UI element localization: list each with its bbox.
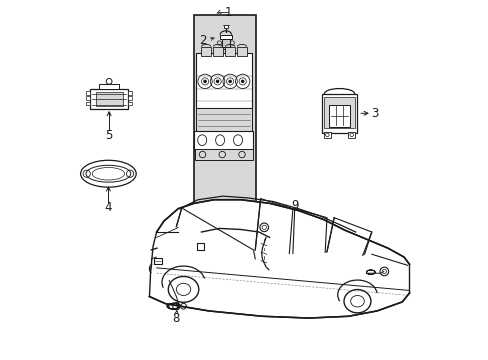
Circle shape	[228, 80, 231, 82]
Bar	[90, 89, 128, 109]
Bar	[221, 39, 230, 46]
Bar	[323, 132, 330, 138]
Bar	[220, 35, 231, 39]
Bar	[201, 46, 210, 55]
Circle shape	[241, 80, 244, 82]
Bar	[86, 96, 90, 100]
Bar	[213, 46, 222, 55]
Bar	[237, 46, 246, 55]
Bar	[99, 84, 119, 89]
Bar	[196, 53, 251, 108]
Bar	[321, 94, 357, 133]
Bar	[197, 243, 204, 250]
Text: 7: 7	[186, 233, 194, 246]
Text: 8: 8	[172, 311, 179, 325]
Text: 5: 5	[105, 129, 113, 143]
Text: 6: 6	[147, 263, 155, 276]
Bar	[82, 162, 134, 185]
Bar	[86, 102, 90, 105]
Bar	[324, 97, 354, 129]
Bar	[193, 15, 256, 211]
Text: 9: 9	[290, 199, 298, 212]
Circle shape	[216, 80, 218, 82]
Polygon shape	[149, 200, 408, 318]
Bar	[96, 92, 122, 106]
Bar	[223, 25, 227, 28]
Bar	[128, 96, 132, 100]
Bar	[225, 46, 234, 55]
Bar	[195, 149, 252, 160]
Bar	[86, 91, 90, 95]
Text: 4: 4	[104, 201, 112, 214]
Bar	[194, 131, 253, 149]
Text: 2: 2	[199, 33, 206, 47]
Bar	[128, 91, 132, 95]
Text: 1: 1	[224, 6, 232, 19]
Bar	[347, 132, 355, 138]
Text: 3: 3	[370, 107, 378, 120]
Bar	[128, 102, 132, 105]
Bar	[154, 258, 162, 264]
Bar	[196, 108, 251, 132]
Bar	[328, 105, 349, 127]
Circle shape	[203, 80, 206, 82]
